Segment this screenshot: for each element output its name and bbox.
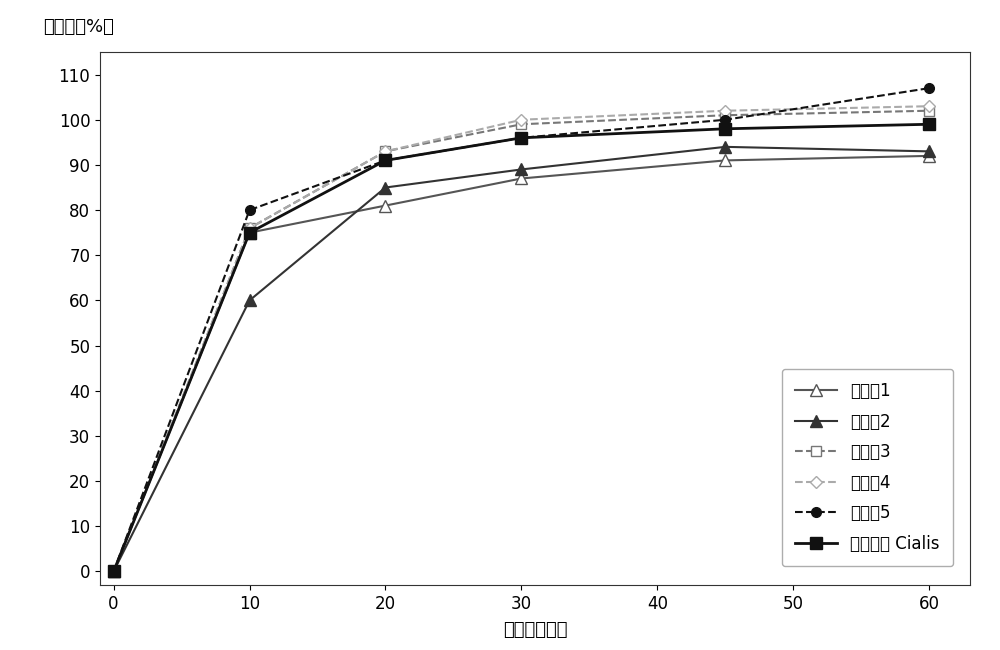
Line: 实施例5: 实施例5 bbox=[109, 83, 934, 577]
实施例4 bbox=[719, 107, 731, 114]
实施例2 bbox=[244, 296, 256, 304]
市售药品 Cialis bbox=[244, 229, 256, 237]
实施例1 bbox=[515, 175, 527, 183]
Line: 实施例4: 实施例4 bbox=[109, 102, 933, 576]
市售药品 Cialis bbox=[515, 134, 527, 142]
实施例1 bbox=[923, 152, 935, 160]
实施例1 bbox=[108, 567, 120, 575]
实施例4 bbox=[379, 148, 391, 155]
X-axis label: 时间（分钟）: 时间（分钟） bbox=[503, 621, 567, 639]
实施例1 bbox=[719, 157, 731, 164]
实施例3 bbox=[923, 107, 935, 114]
实施例4 bbox=[923, 102, 935, 110]
Line: 实施例1: 实施例1 bbox=[108, 150, 935, 577]
实施例5 bbox=[515, 134, 527, 142]
实施例5 bbox=[719, 116, 731, 124]
实施例3 bbox=[515, 120, 527, 128]
实施例4 bbox=[244, 224, 256, 232]
市售药品 Cialis bbox=[719, 125, 731, 133]
实施例2 bbox=[515, 166, 527, 174]
实施例2 bbox=[719, 143, 731, 151]
Line: 实施例2: 实施例2 bbox=[108, 141, 935, 577]
实施例5 bbox=[923, 84, 935, 92]
实施例1 bbox=[244, 229, 256, 237]
实施例2 bbox=[923, 148, 935, 155]
实施例3 bbox=[244, 224, 256, 232]
Line: 实施例3: 实施例3 bbox=[109, 106, 934, 577]
市售药品 Cialis bbox=[923, 120, 935, 128]
实施例5 bbox=[108, 567, 120, 575]
实施例3 bbox=[379, 148, 391, 155]
Y-axis label: 溶解率（%）: 溶解率（%） bbox=[43, 18, 114, 36]
实施例4 bbox=[108, 567, 120, 575]
Line: 市售药品 Cialis: 市售药品 Cialis bbox=[108, 119, 935, 577]
实施例5 bbox=[379, 157, 391, 164]
实施例2 bbox=[379, 183, 391, 191]
实施例1 bbox=[379, 202, 391, 209]
实施例5 bbox=[244, 206, 256, 214]
实施例4 bbox=[515, 116, 527, 124]
市售药品 Cialis bbox=[108, 567, 120, 575]
Legend: 实施例1, 实施例2, 实施例3, 实施例4, 实施例5, 市售药品 Cialis: 实施例1, 实施例2, 实施例3, 实施例4, 实施例5, 市售药品 Ciali… bbox=[782, 369, 953, 566]
实施例3 bbox=[108, 567, 120, 575]
实施例3 bbox=[719, 111, 731, 119]
市售药品 Cialis bbox=[379, 157, 391, 164]
实施例2 bbox=[108, 567, 120, 575]
